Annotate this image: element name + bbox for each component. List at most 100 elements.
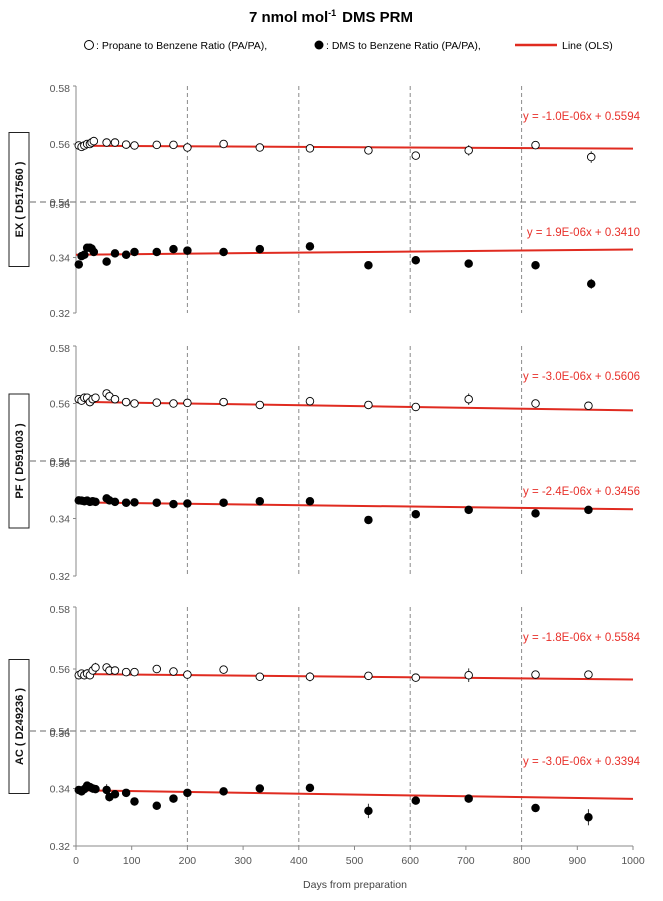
dms-ratio-point — [219, 498, 228, 507]
propane-ratio-point — [411, 151, 421, 160]
dms-ratio-point — [89, 247, 99, 257]
cylinder-label: PF ( D591003 ) — [14, 423, 26, 499]
x-tick-label: 400 — [290, 855, 308, 867]
dms-ratio-point — [130, 498, 139, 507]
y-tick-label: 0.54 — [50, 197, 71, 209]
dms-ratio-point — [219, 247, 228, 257]
propane-ratio-point — [169, 399, 178, 408]
propane-ratio-point — [364, 146, 373, 155]
dms-ratio-point — [255, 784, 265, 793]
fit-equation: y = -2.4E-06x + 0.3456 — [523, 486, 640, 498]
dms-ratio-point — [91, 784, 100, 794]
cylinder-label: AC ( D249236 ) — [14, 688, 26, 765]
dms-ratio-point — [183, 788, 192, 798]
propane-ratio-point — [152, 140, 162, 150]
propane-ratio-point — [464, 146, 473, 155]
dms-ratio-point — [305, 783, 315, 793]
legend-filled-label: : DMS to Benzene Ratio (PA/PA), — [326, 40, 481, 52]
dms-ratio-point — [411, 509, 421, 519]
dms-ratio-point — [110, 497, 120, 507]
propane-ratio-point — [183, 670, 192, 679]
ols-fit-line — [75, 501, 634, 511]
propane-ratio-point — [531, 140, 540, 150]
dms-ratio-point — [411, 796, 421, 805]
propane-ratio-point — [364, 671, 373, 681]
dms-ratio-point — [584, 505, 593, 515]
propane-ratio-point — [255, 672, 265, 682]
propane-ratio-point — [169, 140, 178, 150]
propane-ratio-point — [411, 673, 421, 682]
propane-ratio-point — [152, 398, 162, 407]
propane-ratio-point — [183, 143, 192, 152]
chart-title-superscript: -1 — [328, 8, 336, 18]
dms-ratio-point — [364, 806, 373, 816]
ols-fit-line — [75, 144, 634, 150]
propane-ratio-point — [110, 138, 120, 147]
legend: : Propane to Benzene Ratio (PA/PA), : DM… — [84, 40, 613, 52]
propane-ratio-point — [169, 667, 178, 676]
propane-ratio-point — [411, 402, 421, 412]
dms-ratio-point — [169, 794, 178, 803]
propane-ratio-point — [91, 663, 100, 672]
dms-ratio-point — [364, 515, 373, 525]
legend-open-label: : Propane to Benzene Ratio (PA/PA), — [96, 40, 267, 52]
dms-ratio-point — [531, 803, 540, 813]
dms-ratio-point — [130, 247, 139, 257]
y-tick-label: 0.32 — [50, 571, 71, 583]
propane-ratio-point — [531, 399, 540, 408]
x-tick-label: 1000 — [621, 855, 645, 867]
propane-ratio-point — [110, 394, 120, 404]
propane-ratio-point — [219, 397, 228, 407]
x-tick-label: 700 — [457, 855, 475, 867]
dms-ratio-point — [219, 787, 228, 796]
propane-ratio-point — [121, 667, 131, 677]
propane-ratio-point — [584, 401, 593, 411]
y-tick-label: 0.58 — [50, 343, 71, 355]
dms-ratio-point — [152, 498, 162, 507]
x-tick-label: 800 — [513, 855, 531, 867]
x-axis-label: Days from preparation — [303, 879, 407, 891]
dms-ratio-point — [584, 813, 593, 822]
propane-ratio-point — [130, 667, 139, 677]
y-tick-label: 0.58 — [50, 604, 71, 616]
y-tick-label: 0.58 — [50, 83, 71, 95]
y-tick-label: 0.36 — [50, 199, 71, 211]
propane-ratio-point — [305, 672, 315, 682]
propane-ratio-point — [130, 141, 139, 150]
y-tick-label: 0.32 — [50, 841, 71, 853]
propane-ratio-point — [531, 670, 540, 679]
y-tick-label: 0.56 — [50, 399, 71, 411]
dms-ratio-point — [305, 242, 315, 251]
dms-ratio-point — [121, 788, 131, 798]
dms-ratio-point — [531, 509, 540, 518]
propane-ratio-point — [219, 139, 228, 149]
propane-ratio-point — [121, 140, 131, 149]
chart-title-tail: DMS PRM — [342, 9, 413, 26]
y-tick-label: 0.34 — [50, 514, 71, 526]
dms-ratio-point — [130, 797, 139, 806]
propane-ratio-point — [255, 143, 265, 152]
propane-ratio-point — [464, 670, 473, 680]
dms-ratio-point — [586, 279, 596, 289]
legend-filled-marker — [314, 40, 324, 50]
dms-ratio-point — [169, 244, 178, 254]
y-tick-label: 0.56 — [50, 664, 71, 676]
dms-ratio-point — [121, 250, 131, 259]
ols-fit-line — [75, 672, 634, 681]
propane-ratio-point — [464, 394, 473, 404]
fit-equation: y = -1.8E-06x + 0.5584 — [523, 632, 641, 644]
propane-ratio-point — [305, 144, 315, 153]
ols-fit-line — [75, 400, 634, 412]
x-tick-label: 200 — [179, 855, 197, 867]
dms-ratio-point — [110, 249, 120, 258]
dms-ratio-point — [152, 801, 162, 811]
dms-ratio-point — [74, 260, 84, 269]
chart-title-main: 7 nmol mol — [249, 9, 328, 26]
cylinder-label: EX ( D517560 ) — [14, 161, 26, 237]
cylinder-label-box — [8, 393, 30, 529]
y-tick-label: 0.54 — [50, 726, 71, 738]
dms-ratio-point — [464, 259, 473, 268]
dms-ratio-point — [464, 505, 473, 515]
propane-ratio-point — [152, 664, 162, 674]
